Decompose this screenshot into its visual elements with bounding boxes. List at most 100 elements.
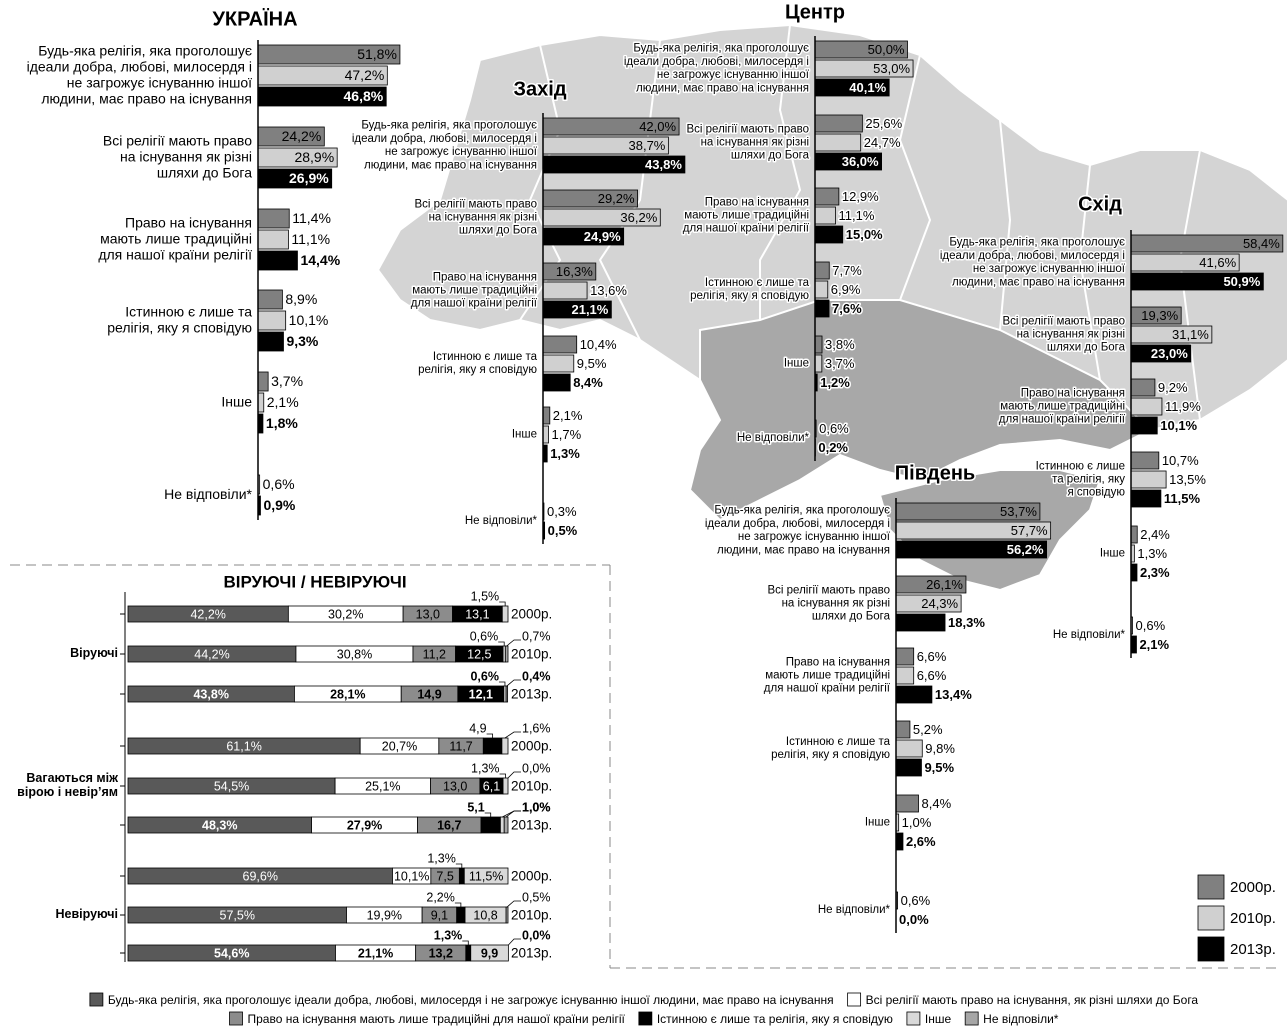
bar (895, 666, 915, 685)
year-label: 2010р. (511, 647, 552, 662)
value-label: 54,6% (214, 946, 249, 960)
value-label: 9,5% (924, 760, 954, 775)
value-label: 9,3% (286, 333, 318, 349)
leader-line (506, 639, 521, 647)
value-label: 0,7% (522, 629, 551, 643)
region-title: Схід (1078, 193, 1122, 215)
bar (895, 739, 923, 758)
value-label: 53,0% (873, 61, 910, 76)
leader-line (498, 681, 506, 686)
category-label: Не відповіли* (465, 515, 538, 527)
category-label: Не відповіли* (818, 904, 891, 916)
map-borders (519, 24, 1201, 421)
bar (1130, 635, 1137, 654)
legend-label: Істинною є лише та релігія, яку я сповід… (657, 1012, 893, 1026)
bar (1130, 451, 1160, 470)
bar (895, 685, 933, 704)
value-label: 0,0% (522, 761, 551, 775)
value-label: 16,7 (437, 818, 461, 832)
value-label: 4,9 (469, 721, 486, 735)
value-label: 1,0% (902, 815, 932, 830)
value-label: 36,0% (842, 154, 879, 169)
legend-swatch (847, 992, 862, 1007)
value-label: 0,2% (818, 440, 848, 455)
leader-line (506, 679, 521, 687)
bar (542, 373, 571, 392)
bar (814, 354, 823, 373)
bar-segment (501, 737, 509, 755)
value-label: 46,8% (344, 88, 384, 104)
value-label: 13,6% (590, 283, 627, 298)
leader-line (454, 902, 462, 907)
bar (814, 206, 836, 225)
value-label: 14,4% (300, 252, 340, 268)
legend-swatch (89, 992, 104, 1007)
value-label: 9,8% (925, 741, 955, 756)
bar (257, 371, 269, 392)
value-label: 50,9% (1223, 274, 1260, 289)
category-label: Будь-яка релігія, яка проголошує ідеали д… (352, 120, 538, 172)
value-label: 12,5 (467, 647, 491, 661)
value-label: 0,0% (899, 912, 929, 927)
category-label: Не відповіли* (164, 486, 252, 502)
year-label: 2013р. (511, 687, 552, 702)
value-label: 31,1% (1172, 327, 1209, 342)
legend-label: Не відповіли* (983, 1012, 1059, 1026)
year-label: 2000р. (511, 739, 552, 754)
bar-segment (463, 867, 509, 885)
value-label: 11,9% (1165, 399, 1201, 414)
value-label: 2,3% (1140, 565, 1170, 580)
bar (1130, 525, 1138, 544)
leader-line (499, 601, 506, 606)
value-label: 24,9% (584, 229, 621, 244)
year-label: 2000р. (511, 869, 552, 884)
value-label: 43,8% (645, 157, 682, 172)
bar (257, 392, 265, 413)
year-label: 2013р. (511, 818, 552, 833)
value-label: 1,2% (820, 375, 850, 390)
bar (542, 354, 575, 373)
value-label: 61,1% (226, 739, 261, 753)
value-label: 27,9% (347, 818, 382, 832)
bar-segment (458, 867, 465, 885)
bar (814, 133, 862, 152)
value-label: 5,1 (467, 800, 484, 814)
value-label: 15,0% (846, 227, 883, 242)
category-label: Право на існування мають лише традиційні д… (98, 214, 252, 262)
bar (814, 335, 823, 354)
value-label: 8,4% (922, 796, 952, 811)
value-label: 69,6% (243, 869, 278, 883)
value-label: 11,1% (291, 231, 330, 247)
value-label: 1,3% (427, 851, 456, 865)
legend-swatch (1197, 936, 1225, 962)
value-label: 24,3% (921, 596, 958, 611)
bar (1130, 489, 1162, 508)
bar (257, 331, 284, 352)
value-label: 28,1% (330, 687, 365, 701)
value-label: 19,3% (1141, 308, 1178, 323)
value-label: 6,6% (917, 649, 947, 664)
category-label: Істинною є лише та релігія, яку я сповідую (1036, 460, 1126, 498)
leader-line (502, 810, 521, 818)
value-label: 42,0% (639, 119, 676, 134)
category-label: Всі релігії мають право на існування як р… (414, 198, 537, 236)
value-label: 42,2% (190, 607, 225, 621)
value-label: 11,4% (292, 210, 331, 226)
value-label: 23,0% (1151, 346, 1188, 361)
legend-swatch (906, 1011, 921, 1026)
category-label: Будь-яка релігія, яка проголошує ідеали д… (624, 43, 810, 95)
category-label: Інше (865, 817, 890, 829)
value-label: 24,2% (282, 128, 322, 144)
value-label: 18,3% (948, 615, 985, 630)
value-label: 6,9% (831, 282, 861, 297)
bar-segment (456, 906, 466, 924)
bar (542, 425, 549, 444)
value-label: 2,4% (1140, 527, 1170, 542)
value-label: 47,2% (345, 67, 385, 83)
bar (1130, 378, 1156, 397)
leader-line (462, 940, 469, 945)
leader-line (484, 812, 492, 817)
value-label: 10,4% (580, 337, 617, 352)
bar-segment (499, 816, 505, 834)
leader-line (455, 863, 463, 868)
